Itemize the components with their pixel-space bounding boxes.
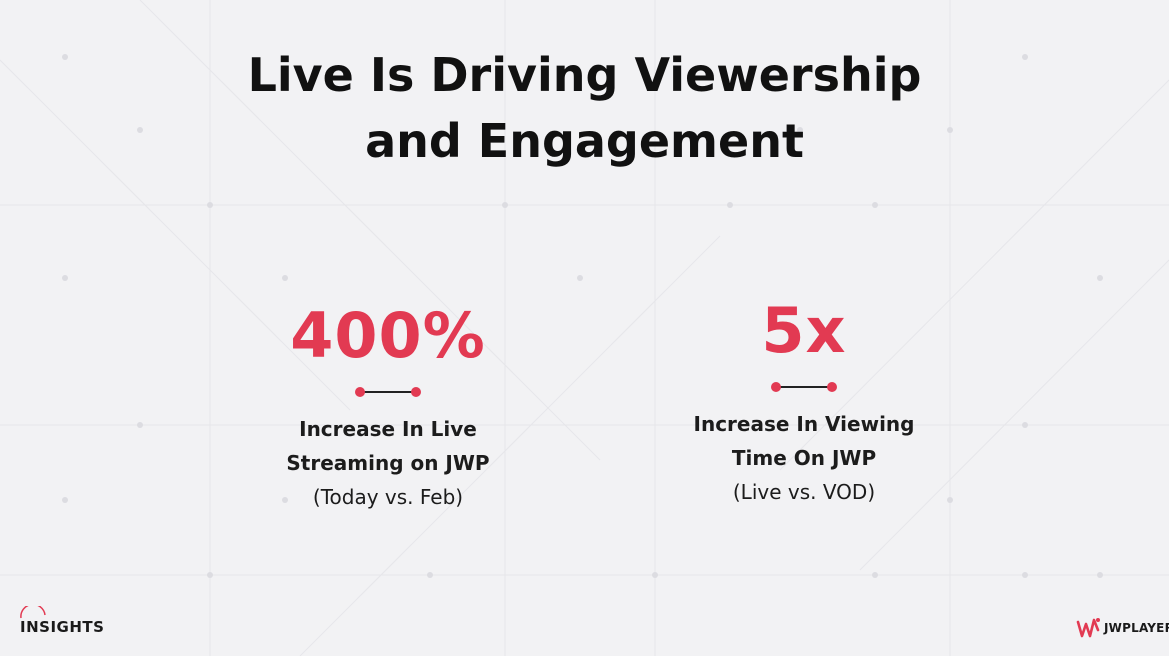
connector-dot-right: [827, 382, 837, 392]
insights-logo-text: INSIGHTS: [20, 618, 105, 636]
jwplayer-logo: JWPLAYER: [1076, 614, 1169, 642]
slide-title-line-1: Live Is Driving Viewership: [247, 48, 922, 102]
insights-logo: INSIGHTS: [20, 606, 105, 642]
stat-viewing-time: 5x Increase In Viewing Time On JWP (Live…: [654, 293, 954, 509]
jwplayer-logo-text: JWPLAYER: [1104, 621, 1169, 635]
connector-line: [361, 391, 415, 393]
stat-label-line-2: Time On JWP: [731, 446, 877, 470]
connector-divider: [355, 386, 421, 398]
connector-dot-left: [771, 382, 781, 392]
stat-note: (Live vs. VOD): [732, 480, 876, 504]
connector-divider: [771, 381, 837, 393]
connector-dot-left: [355, 387, 365, 397]
stat-label-line-1: Increase In Viewing: [693, 412, 915, 436]
stat-label-line-2: Streaming on JWP: [286, 451, 490, 475]
jwplayer-mark-icon: [1076, 618, 1100, 638]
insights-arc-icon: [20, 606, 46, 619]
stat-value: 400%: [290, 299, 486, 372]
stat-label-line-1: Increase In Live: [299, 417, 477, 441]
slide-title: Live Is Driving Viewership and Engagemen…: [0, 42, 1169, 174]
connector-dot-right: [411, 387, 421, 397]
stat-live-streaming: 400% Increase In Live Streaming on JWP (…: [238, 298, 538, 514]
stat-label: Increase In Live Streaming on JWP: [238, 412, 538, 480]
stat-value: 5x: [761, 294, 847, 367]
connector-line: [777, 386, 831, 388]
stat-label: Increase In Viewing Time On JWP: [654, 407, 954, 475]
stat-note: (Today vs. Feb): [312, 485, 464, 509]
slide-title-line-2: and Engagement: [365, 114, 804, 168]
